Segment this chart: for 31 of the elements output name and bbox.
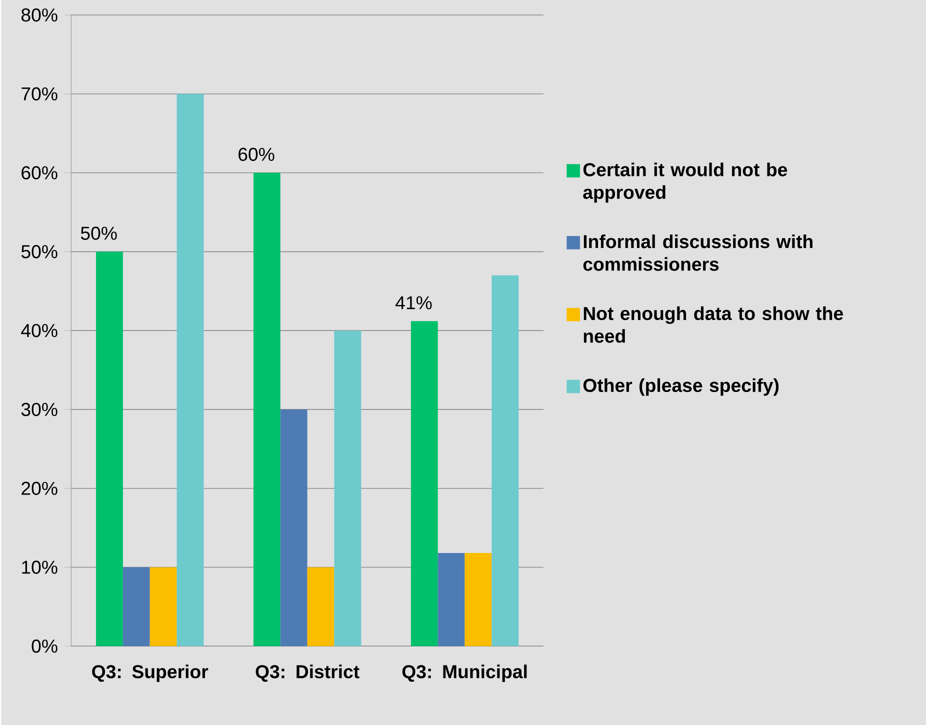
bar bbox=[464, 553, 492, 646]
bar bbox=[334, 330, 362, 646]
data-label: 50% bbox=[80, 226, 117, 240]
x-tick-label: Q3: Municipal bbox=[402, 664, 527, 682]
legend-label: Other (please specify) bbox=[583, 378, 779, 396]
bar bbox=[176, 94, 204, 646]
x-tick-label: Q3: District bbox=[256, 664, 360, 682]
bar bbox=[492, 275, 519, 646]
y-tick-label: 0% bbox=[32, 640, 58, 653]
y-tick-label: 20% bbox=[22, 482, 58, 495]
legend-label: Certain it would not be approved bbox=[583, 162, 788, 203]
y-tick-label: 40% bbox=[21, 324, 58, 338]
y-tick-label: 70% bbox=[22, 87, 58, 100]
bar bbox=[150, 567, 177, 646]
bar bbox=[307, 567, 334, 646]
bar bbox=[280, 409, 308, 646]
y-tick-label: 50% bbox=[21, 245, 58, 258]
bar bbox=[438, 553, 465, 646]
bar bbox=[122, 567, 150, 646]
y-tick-label: 80% bbox=[21, 8, 58, 22]
legend-label: Not enough data to show the need bbox=[584, 306, 843, 343]
data-label: 60% bbox=[238, 148, 274, 161]
y-tick-label: 60% bbox=[22, 166, 58, 180]
legend-label: Informal discussions with commissioners bbox=[583, 234, 812, 271]
data-label: 41% bbox=[395, 296, 432, 310]
x-tick-label: Q3: Superior bbox=[92, 664, 208, 682]
bar bbox=[253, 172, 280, 646]
y-tick-label: 30% bbox=[21, 402, 58, 416]
bar bbox=[96, 252, 123, 646]
y-tick-label: 10% bbox=[22, 560, 58, 574]
bar bbox=[410, 321, 438, 646]
